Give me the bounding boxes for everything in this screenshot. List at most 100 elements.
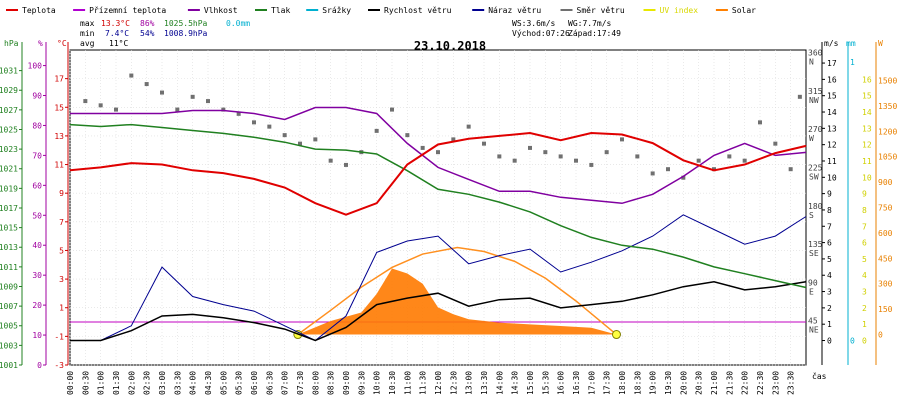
wind-direction-point (405, 133, 409, 137)
stats-wind-speed: WS:3.6m/s (512, 19, 556, 28)
temp-tick-label: 9 (59, 189, 64, 198)
stats-sunset: Západ:17:49 (568, 29, 621, 38)
stats-avg-label: avg (80, 39, 95, 48)
wind-direction-point (758, 120, 762, 124)
x-axis-label: čas (812, 371, 827, 381)
wind-tick-label: 14 (827, 108, 837, 117)
wind-tick-label: 0 (827, 337, 832, 346)
pressure-tick-label: 1023 (0, 145, 18, 154)
uv-tick-label: 7 (862, 222, 867, 231)
wind-direction-point (467, 125, 471, 129)
legend-label: Vlhkost (204, 6, 238, 15)
x-tick-label: 07:30 (296, 371, 305, 395)
humidity-tick-label: 50 (32, 211, 42, 220)
wind-direction-point (513, 159, 517, 163)
x-tick-label: 03:30 (173, 371, 182, 395)
pressure-tick-label: 1003 (0, 341, 18, 350)
wind-direction-point (129, 74, 133, 78)
stats-min-pressure: 1008.9hPa (164, 29, 208, 38)
temp-tick-label: -3 (54, 361, 64, 370)
x-tick-label: 08:00 (311, 371, 320, 395)
wind-tick-label: 6 (827, 239, 832, 248)
x-tick-label: 04:00 (189, 371, 198, 395)
humidity-axis-unit: % (38, 39, 43, 48)
x-tick-label: 05:30 (235, 371, 244, 395)
temp-tick-label: 17 (54, 75, 64, 84)
x-tick-label: 18:30 (633, 371, 642, 395)
x-tick-label: 10:00 (373, 371, 382, 395)
wind-tick-label: 4 (827, 271, 832, 280)
legend-label: Teplota (22, 6, 56, 15)
direction-tick-deg: 360 (808, 49, 823, 58)
wind-direction-point (99, 103, 103, 107)
rain-axis-unit: mm (846, 39, 856, 48)
uv-tick-label: 2 (862, 304, 867, 313)
wind-axis-unit: m/s (824, 39, 839, 48)
wind-tick-label: 9 (827, 190, 832, 199)
x-tick-label: 13:30 (480, 371, 489, 395)
direction-tick-label: N (809, 58, 814, 67)
pressure-tick-label: 1027 (0, 106, 18, 115)
pressure-tick-label: 1029 (0, 86, 18, 95)
x-tick-label: 21:00 (710, 371, 719, 395)
stats-max-humidity: 86% (140, 19, 155, 28)
stats-max-rain: 0.0mm (226, 19, 250, 28)
wind-tick-label: 13 (827, 124, 837, 133)
solar-tick-label: 1500 (878, 76, 897, 85)
temp-tick-label: 13 (54, 132, 64, 141)
solar-tick-label: 150 (878, 305, 893, 314)
wind-tick-label: 8 (827, 206, 832, 215)
solar-tick-label: 0 (878, 331, 883, 340)
uv-tick-label: 1 (862, 320, 867, 329)
wind-tick-label: 1 (827, 320, 832, 329)
stats-max-temp: 13.3°C (101, 19, 130, 28)
x-tick-label: 00:00 (66, 371, 75, 395)
pressure-tick-label: 1015 (0, 224, 18, 233)
direction-tick-deg: 90 (808, 278, 818, 287)
wind-direction-point (175, 108, 179, 112)
wind-direction-point (789, 167, 793, 171)
x-tick-label: 03:00 (158, 371, 167, 395)
direction-tick-label: SW (809, 172, 819, 181)
x-tick-label: 01:30 (112, 371, 121, 395)
x-tick-label: 17:30 (603, 371, 612, 395)
wind-direction-point (528, 146, 532, 150)
stats-wind-gust: WG:7.7m/s (568, 19, 612, 28)
legend-label: Přízemní teplota (89, 6, 166, 15)
uv-tick-label: 4 (862, 271, 867, 280)
direction-tick-deg: 225 (808, 163, 823, 172)
x-tick-label: 16:00 (557, 371, 566, 395)
uv-tick-label: 6 (862, 239, 867, 248)
wind-direction-point (743, 159, 747, 163)
stats-min-label: min (80, 29, 95, 38)
x-tick-label: 12:30 (449, 371, 458, 395)
wind-tick-label: 15 (827, 92, 837, 101)
wind-direction-point (666, 167, 670, 171)
wind-tick-label: 3 (827, 288, 832, 297)
solar-tick-label: 300 (878, 280, 893, 289)
legend-label: UV index (660, 6, 699, 15)
chart-title: 23.10.2018 (414, 39, 486, 53)
uv-tick-label: 12 (862, 141, 872, 150)
humidity-tick-label: 70 (32, 151, 42, 160)
direction-tick-deg: 135 (808, 240, 823, 249)
pressure-tick-label: 1025 (0, 125, 18, 134)
direction-tick-label: S (809, 211, 814, 220)
wind-direction-point (589, 163, 593, 167)
wind-tick-label: 16 (827, 75, 837, 84)
legend-label: Solar (732, 6, 756, 15)
temp-tick-label: 11 (54, 161, 64, 170)
pressure-tick-label: 1001 (0, 361, 18, 370)
humidity-tick-label: 80 (32, 121, 42, 130)
wind-direction-point (329, 159, 333, 163)
x-tick-label: 08:30 (327, 371, 336, 395)
pressure-tick-label: 1031 (0, 67, 18, 76)
x-tick-label: 06:30 (265, 371, 274, 395)
legend-label: Směr větru (577, 6, 625, 15)
humidity-tick-label: 20 (32, 301, 42, 310)
uv-tick-label: 0 (862, 337, 867, 346)
weather-chart-panel: 00:00 00:30 01:00 01:30 02:00 02:30 03:00 03:30… (0, 0, 900, 400)
direction-tick-label: NW (809, 96, 819, 105)
uv-tick-label: 14 (862, 108, 872, 117)
wind-direction-point (421, 146, 425, 150)
